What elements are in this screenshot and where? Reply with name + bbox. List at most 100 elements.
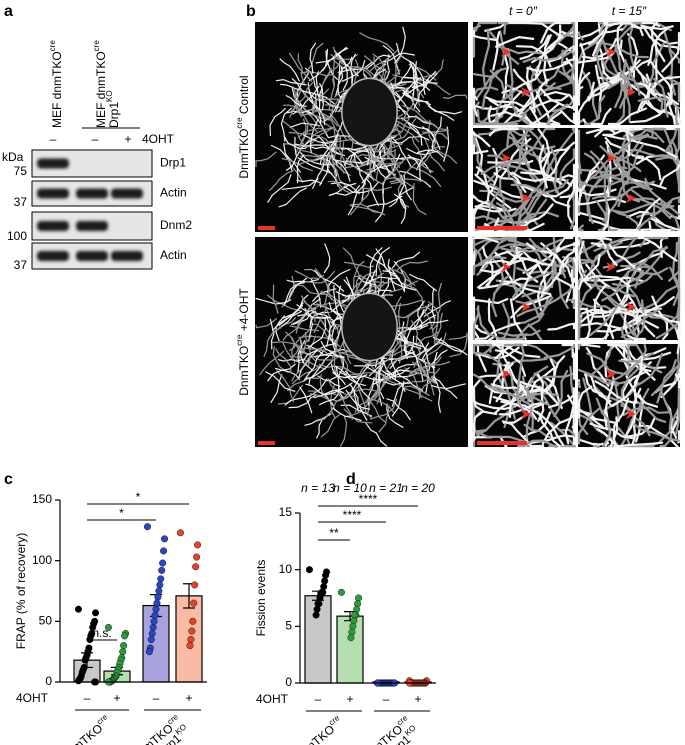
mitochondria <box>423 358 430 394</box>
mitochondria <box>578 240 593 289</box>
mitochondria <box>425 305 436 330</box>
mitochondria <box>365 398 395 414</box>
mitochondria <box>594 380 637 405</box>
mitochondria <box>319 374 334 404</box>
mitochondria <box>299 150 333 166</box>
mitochondria <box>406 363 436 379</box>
mitochondria <box>328 313 340 347</box>
mitochondria <box>386 403 404 428</box>
data-point <box>194 541 202 549</box>
mitochondria <box>538 178 575 198</box>
mitochondria <box>615 81 629 126</box>
mitochondria <box>516 296 554 318</box>
mitochondria <box>624 59 641 96</box>
mitochondria <box>331 143 347 170</box>
significance-label: **** <box>343 508 362 522</box>
mitochondria <box>622 406 672 417</box>
mitochondria <box>418 377 435 399</box>
mitochondria <box>291 354 312 382</box>
mitochondria <box>497 21 509 35</box>
blot-band <box>111 188 143 199</box>
mitochondria <box>553 369 569 418</box>
mitochondria <box>326 115 342 149</box>
mitochondria <box>391 149 397 181</box>
mitochondria <box>651 363 681 397</box>
mitochondria <box>415 115 449 131</box>
mitochondria <box>378 368 404 387</box>
mitochondria <box>617 180 656 208</box>
mitochondria <box>403 158 434 173</box>
mitochondria <box>577 343 582 350</box>
n-label: n = 20 <box>401 481 435 495</box>
mitochondria <box>509 245 518 296</box>
x-tick-label: + <box>185 691 192 705</box>
mitochondria <box>269 108 286 137</box>
mitochondria <box>347 184 365 216</box>
mitochondria <box>377 378 411 386</box>
mitochondria <box>561 29 576 59</box>
mitochondria <box>296 179 322 184</box>
mitochondria <box>472 256 507 276</box>
mitochondria <box>650 21 666 63</box>
protein-label: Actin <box>160 248 187 262</box>
marker-label: 37 <box>14 258 28 272</box>
mitochondria <box>486 178 502 221</box>
mitochondria <box>490 111 535 126</box>
mitochondria <box>607 297 635 336</box>
nucleus <box>341 77 398 147</box>
label-text: +4-OHT <box>237 288 251 335</box>
mitochondria <box>626 388 650 434</box>
mitochondria <box>623 309 647 341</box>
arrowhead <box>606 262 616 272</box>
row-label: DnmTKOcre Control <box>235 75 251 178</box>
mitochondria <box>472 429 526 443</box>
mitochondria <box>350 205 386 216</box>
mitochondria <box>507 128 534 175</box>
mitochondria <box>609 352 654 383</box>
mitochondria <box>366 254 389 272</box>
mitochondria <box>592 444 600 448</box>
mitochondria <box>512 263 540 301</box>
mitochondria <box>510 294 552 319</box>
time-label: t = 15″ <box>612 4 647 18</box>
mitochondria <box>629 197 672 220</box>
mitochondria <box>593 236 642 252</box>
mitochondria <box>497 329 541 337</box>
label-text: MEF dnmTKO <box>94 51 108 128</box>
mitochondria <box>472 206 479 232</box>
mitochondria <box>613 202 654 214</box>
mitochondria <box>539 146 571 182</box>
mitochondria <box>520 203 554 229</box>
mitochondria <box>423 300 451 317</box>
mitochondria <box>314 268 332 301</box>
mitochondria <box>304 67 319 93</box>
mitochondria <box>323 382 353 396</box>
mitochondria <box>345 160 375 169</box>
mitochondria <box>347 355 384 366</box>
x-tick-label: – <box>153 691 160 705</box>
mitochondria <box>398 302 401 334</box>
mitochondria <box>670 139 681 186</box>
mitochondria <box>392 363 415 380</box>
data-point <box>158 566 166 574</box>
mitochondria <box>537 128 551 183</box>
mitochondria <box>313 305 327 334</box>
mitochondria <box>310 278 322 308</box>
mitochondria <box>577 172 598 189</box>
mitochondria <box>653 77 669 118</box>
mitochondria <box>385 355 412 372</box>
arrowhead <box>606 153 616 163</box>
mitochondria <box>337 66 344 100</box>
mitochondria <box>389 161 418 183</box>
mitochondria <box>301 149 330 168</box>
y-tick-label: 10 <box>279 562 293 576</box>
data-point <box>186 642 194 650</box>
mitochondria <box>320 290 349 312</box>
mitochondria <box>660 195 681 210</box>
mitochondria <box>668 236 681 282</box>
mitochondria <box>607 107 648 126</box>
y-tick-label: 0 <box>285 675 292 689</box>
mitochondria <box>350 185 372 216</box>
mitochondria <box>431 287 435 320</box>
mitochondria <box>426 102 455 121</box>
